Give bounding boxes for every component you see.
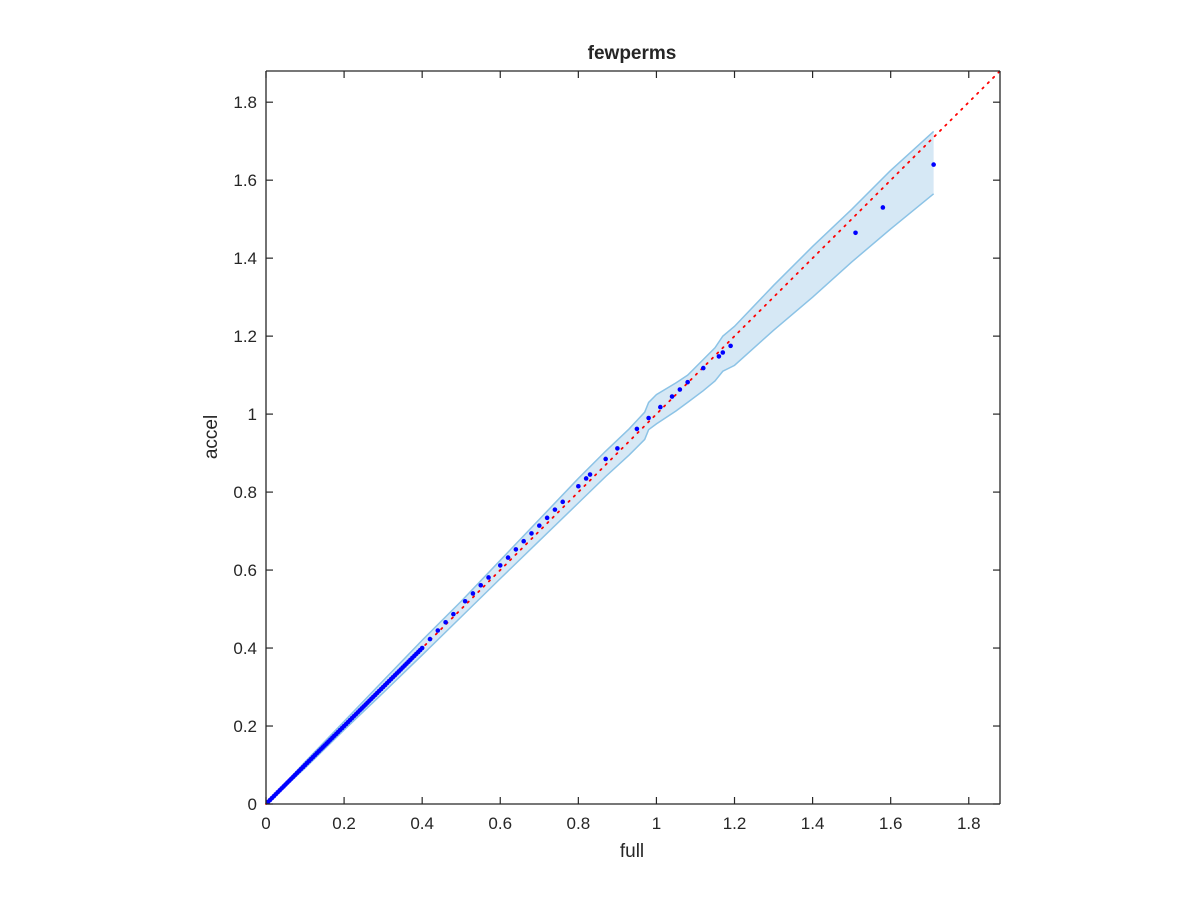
y-tick-label: 1.8: [233, 93, 257, 112]
data-point: [443, 620, 448, 625]
x-tick-label: 1.4: [801, 814, 825, 833]
data-point: [685, 379, 690, 385]
data-point: [560, 499, 566, 505]
data-point: [669, 394, 675, 399]
data-point: [853, 230, 858, 236]
data-point: [587, 472, 593, 477]
data-point: [931, 162, 936, 167]
y-tick-label: 0.2: [233, 717, 257, 736]
confidence-band-lower: [265, 193, 935, 805]
data-point: [720, 350, 726, 355]
data-point: [486, 575, 491, 580]
data-point: [615, 446, 620, 451]
data-point: [880, 205, 886, 210]
data-point: [497, 563, 503, 568]
confidence-band-fill: [266, 131, 934, 804]
x-axis-label: full: [620, 841, 644, 862]
data-point: [646, 415, 651, 421]
data-point: [716, 354, 722, 359]
data-point: [583, 476, 589, 481]
data-point: [513, 547, 519, 552]
confidence-band-upper: [265, 130, 935, 805]
y-tick-label: 0: [248, 795, 257, 814]
data-point: [435, 628, 441, 633]
data-point: [470, 591, 476, 596]
x-tick-label: 0.6: [488, 814, 512, 833]
x-tick-label: 1: [652, 814, 661, 833]
x-tick-label: 0.4: [410, 814, 434, 833]
data-point: [700, 365, 706, 371]
confidence-band-layer: [265, 130, 935, 805]
axes-layer: [265, 70, 1001, 805]
y-tick-label: 0.4: [233, 639, 257, 658]
x-tick-label: 1.6: [879, 814, 903, 833]
chart-title: fewperms: [588, 43, 677, 64]
data-point: [634, 426, 640, 432]
data-point: [462, 598, 468, 604]
data-point: [427, 636, 433, 642]
data-point: [603, 456, 608, 462]
x-tick-label: 0.2: [332, 814, 356, 833]
data-point: [521, 538, 526, 544]
data-point: [544, 515, 550, 521]
data-point: [478, 582, 484, 588]
x-tick-label: 1.8: [957, 814, 981, 833]
x-tick-label: 0: [261, 814, 270, 833]
x-tick-label: 0.8: [567, 814, 591, 833]
data-point: [419, 645, 425, 651]
y-axis-label: accel: [201, 415, 222, 459]
y-tick-label: 0.8: [233, 483, 257, 502]
points-layer: [265, 162, 936, 805]
y-tick-label: 1.6: [233, 171, 257, 190]
ticks-layer: 0 0.2 0.4 0.6 0.8 1 1.2 1.4 1.6 1.8 0 0.2 0.4 0.6 0.8 1…: [233, 71, 1000, 833]
data-point: [658, 404, 663, 410]
y-tick-label: 0.6: [233, 561, 257, 580]
x-tick-label: 1.2: [723, 814, 747, 833]
data-point: [505, 555, 511, 560]
y-tick-label: 1: [248, 405, 257, 424]
data-point: [451, 611, 456, 617]
y-tick-label: 1.4: [233, 249, 257, 268]
data-point: [552, 507, 558, 512]
data-point: [529, 531, 534, 536]
data-point: [576, 483, 581, 489]
y-tick-label: 1.2: [233, 327, 257, 346]
data-point: [728, 343, 733, 349]
data-point: [677, 387, 683, 392]
data-point: [537, 523, 542, 528]
